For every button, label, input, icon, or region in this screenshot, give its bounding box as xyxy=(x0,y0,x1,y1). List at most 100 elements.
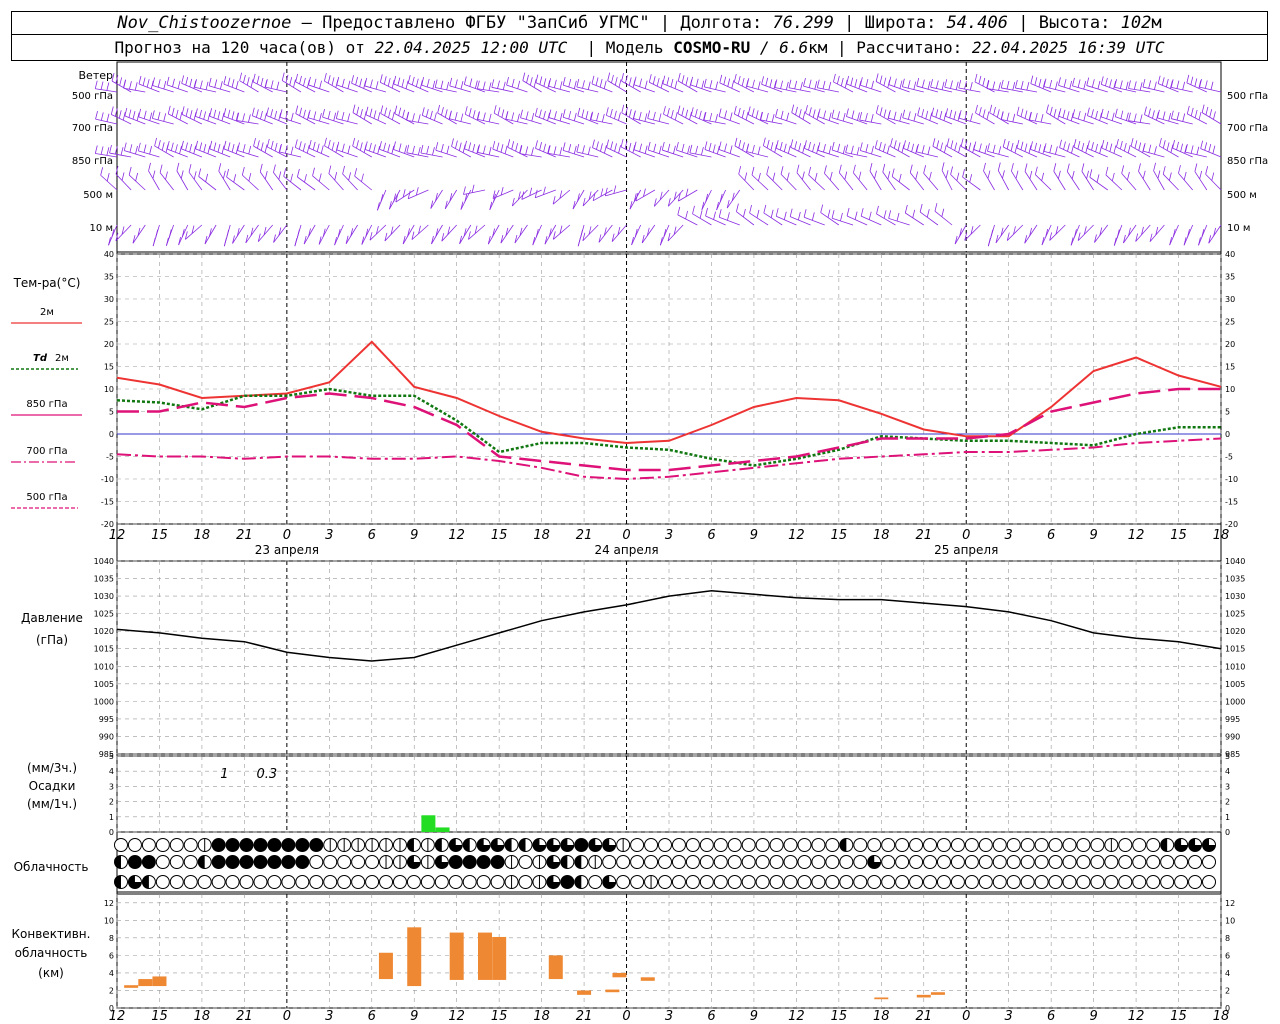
temp-axis-hour-label: 15 xyxy=(1170,528,1187,543)
cloud-symbol-row0 xyxy=(449,838,463,852)
wind-barb xyxy=(477,88,500,93)
wind-barb-feather xyxy=(836,75,840,85)
pres-tick-right: 1000 xyxy=(1225,697,1245,706)
wind-barb-feather xyxy=(932,138,936,147)
wind-barb-feather xyxy=(1111,172,1115,182)
wind-barb-feather xyxy=(973,141,977,150)
wind-barb-feather xyxy=(379,141,382,150)
wind-barb xyxy=(380,113,401,125)
wind-barb xyxy=(492,148,514,158)
temp-tick-right: 20 xyxy=(1225,340,1235,349)
calc-label: Рассчитано: xyxy=(856,38,963,57)
wind-barb-feather xyxy=(397,77,401,86)
wind-barb-feather xyxy=(1043,78,1047,87)
wind-barb-feather xyxy=(393,141,396,150)
wind-barb-feather xyxy=(595,77,599,86)
wind-barb-feather xyxy=(493,105,497,114)
wind-barb-feather xyxy=(982,109,986,118)
wind-barb-feather xyxy=(517,80,521,89)
wind-barb xyxy=(1058,115,1080,125)
wind-barb-feather xyxy=(802,145,806,154)
wind-barb-feather xyxy=(223,76,227,85)
wind-barb-feather xyxy=(741,77,745,87)
wind-barb-feather xyxy=(236,228,240,237)
wind-barb-feather xyxy=(500,235,504,244)
wind-barb-feather xyxy=(1139,114,1143,123)
wind-barb-feather xyxy=(614,110,617,119)
wind-barb-feather xyxy=(705,207,708,217)
wind-barb-feather xyxy=(1000,227,1004,236)
wind-barb-feather xyxy=(878,141,882,151)
wind-barb-feather xyxy=(822,80,826,89)
wind-barb-feather xyxy=(808,79,812,88)
wind-barb-feather xyxy=(775,108,778,118)
cloud-symbol-row2 xyxy=(183,875,198,889)
wind-barb-feather xyxy=(568,78,572,88)
wind-barb-feather xyxy=(172,78,175,87)
wind-barb xyxy=(780,173,797,191)
wind-barb-feather xyxy=(205,173,209,182)
bottom-axis-hour-label: 9 xyxy=(750,1009,758,1024)
wind-barb-feather xyxy=(617,226,621,236)
wind-barb xyxy=(817,149,839,158)
wind-barb-feather xyxy=(504,145,508,154)
wind-barb-feather xyxy=(100,112,104,121)
wind-barb-feather xyxy=(786,172,790,181)
cloud-symbol-row2 xyxy=(936,875,951,889)
pres-tick-left: 1030 xyxy=(94,592,114,601)
temp-axis-hour-label: 12 xyxy=(109,528,126,543)
wind-barb xyxy=(736,211,755,226)
cloud-symbol-row0 xyxy=(769,838,784,852)
cloud-symbol-row2 xyxy=(1160,875,1175,889)
wind-barb-feather xyxy=(687,145,690,154)
wind-barb-feather xyxy=(189,78,193,87)
prec-tick-left: 3 xyxy=(109,782,114,791)
cloud-symbol-row1 xyxy=(755,855,770,869)
wind-barb-feather xyxy=(462,144,466,153)
wind-barb-feather xyxy=(667,232,671,242)
wind-barb-feather xyxy=(641,234,645,244)
cloud-symbol-row2 xyxy=(671,875,686,889)
wind-barb-feather xyxy=(231,111,235,120)
cloud-symbol-row2 xyxy=(602,875,616,889)
wind-barb-feather xyxy=(106,147,110,156)
wind-barb xyxy=(393,149,415,158)
cloud-symbol-row0 xyxy=(881,838,896,852)
wind-barb-feather xyxy=(950,140,954,149)
wind-barb-feather xyxy=(648,74,652,83)
wind-barb xyxy=(1035,174,1052,191)
wind-barb-feather xyxy=(1149,233,1153,242)
cloud-symbol-row2 xyxy=(895,875,910,889)
wind-barb-feather xyxy=(1049,106,1053,115)
wind-barb-feather xyxy=(336,76,340,86)
cloud-symbol-row2 xyxy=(462,875,477,889)
wind-barb-feather xyxy=(742,142,745,151)
wind-barb xyxy=(512,189,528,207)
bottom-axis-hour-label: 9 xyxy=(410,1009,418,1024)
wind-barb xyxy=(853,172,868,191)
wind-barb xyxy=(563,84,585,93)
wind-barb-feather xyxy=(135,172,139,182)
wind-barb-feather xyxy=(685,210,688,220)
wind-barb xyxy=(775,116,797,125)
cloud-symbol-row2 xyxy=(699,875,714,889)
wind-barb-feather xyxy=(940,142,943,151)
wind-barb-feather xyxy=(1161,77,1165,86)
wind-barb xyxy=(1158,83,1179,93)
wind-barb-feather xyxy=(158,140,161,149)
wind-barb-feather xyxy=(472,144,476,153)
wind-barb-feather xyxy=(128,166,132,176)
cloud-symbol-row2 xyxy=(1062,875,1077,889)
bottom-axis-hour-label: 3 xyxy=(325,1009,333,1024)
wind-barb-feather xyxy=(412,145,415,155)
wind-barb xyxy=(506,84,528,93)
bottom-axis-hour-label: 0 xyxy=(962,1009,970,1024)
wind-barb-feather xyxy=(1086,170,1089,179)
wind-barb-feather xyxy=(859,142,863,151)
wind-barb-feather xyxy=(607,72,611,81)
cloud-symbol-row1 xyxy=(407,855,421,869)
wind-barb-feather xyxy=(741,109,745,119)
cloud-symbol-row2 xyxy=(365,875,380,889)
wind-barb-feather xyxy=(749,204,752,214)
wind-barb-feather xyxy=(1176,112,1180,121)
